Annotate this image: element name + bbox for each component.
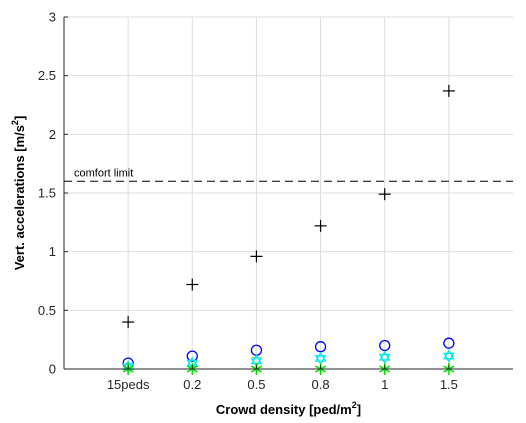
x-tick-label: 1.5 <box>440 377 458 392</box>
data-point-circle <box>379 339 391 352</box>
data-point-circle <box>314 341 327 353</box>
data-point-plus <box>186 278 199 291</box>
data-point-hexagram <box>378 350 391 364</box>
hexagram-triangle <box>314 355 327 366</box>
hexagram-triangle <box>250 357 263 368</box>
hexagram-triangle <box>443 352 455 363</box>
x-tick-label: 1 <box>381 377 388 392</box>
y-axis-title: Vert. accelerations [m/s2] <box>10 116 27 271</box>
y-tick-label: 1 <box>49 244 56 259</box>
hexagram-triangle <box>443 349 455 360</box>
hexagram-triangle <box>378 350 391 361</box>
comfort-limit-label: comfort limit <box>74 167 133 179</box>
hexagram-triangle <box>186 359 199 370</box>
data-point-plus <box>378 188 391 201</box>
x-tick-label: 0.2 <box>183 377 201 392</box>
y-tick-labels: 0 0.5 1 1.5 2 2.5 3 <box>38 10 56 377</box>
x-tick-labels: 15peds 0.2 0.5 0.8 1 1.5 <box>107 377 458 392</box>
hexagram-triangle <box>314 351 327 362</box>
data-point-plus <box>122 316 135 329</box>
x-tick-label: 0.8 <box>312 377 330 392</box>
y-tick-label: 2.5 <box>38 68 56 83</box>
y-tick-label: 0.5 <box>38 303 56 318</box>
x-tick-label: 0.5 <box>247 377 265 392</box>
x-tick-label: 15peds <box>107 377 150 392</box>
grid <box>64 16 513 370</box>
y-tick-label: 0 <box>49 362 56 377</box>
data-point-hexagram <box>443 349 455 363</box>
data-point-plus <box>442 84 455 97</box>
data-point-plus <box>250 250 263 263</box>
y-tick-label: 3 <box>49 10 56 25</box>
hexagram-triangle <box>378 353 391 364</box>
data-point-hexagram <box>314 351 327 366</box>
y-tick-label: 2 <box>49 127 56 142</box>
y-tick-label: 1.5 <box>38 186 56 201</box>
axes <box>63 16 513 370</box>
data-point-circle <box>186 350 198 362</box>
x-axis-title: Crowd density [ped/m2] <box>216 400 361 417</box>
data-point-circle <box>443 337 455 349</box>
reference-line-group: comfort limit <box>64 167 513 182</box>
data-point-plus <box>314 219 327 232</box>
